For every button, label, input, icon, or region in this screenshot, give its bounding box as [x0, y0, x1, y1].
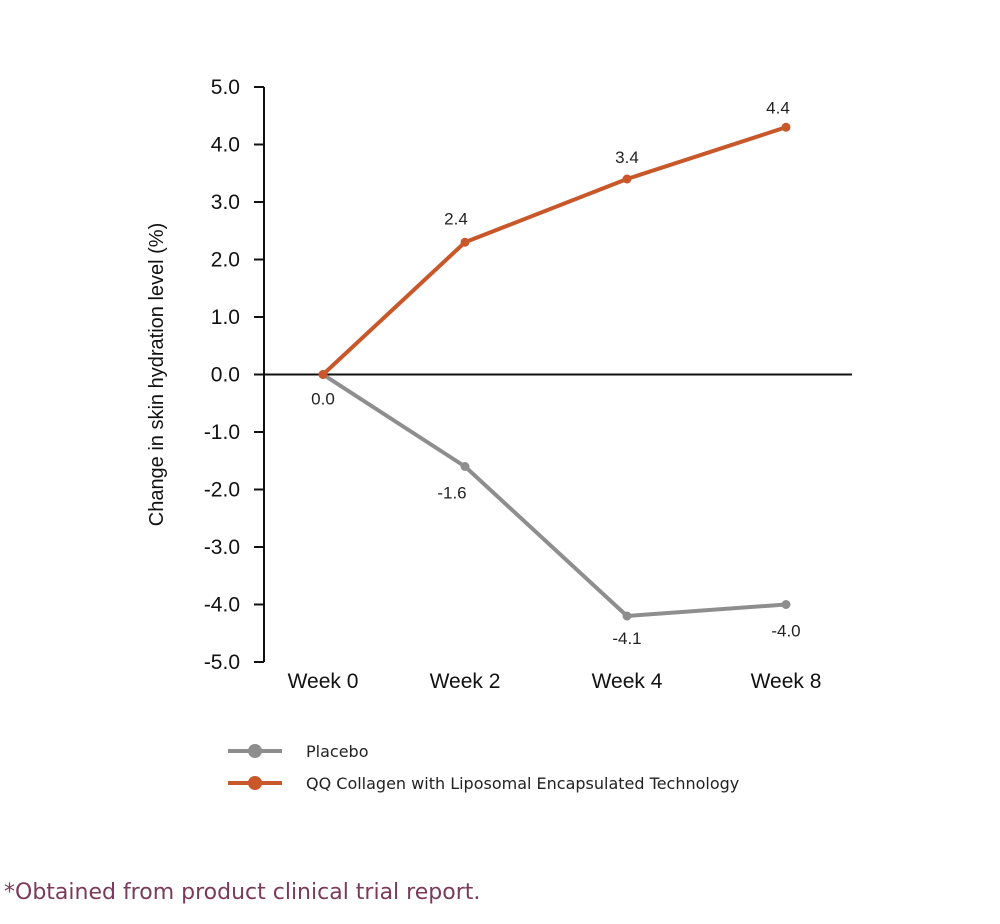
data-label: -4.1 — [612, 629, 641, 648]
data-point — [781, 122, 791, 132]
data-label: 3.4 — [615, 148, 639, 167]
data-label: -4.0 — [771, 622, 800, 641]
data-point — [318, 370, 328, 379]
y-tick-label: 5.0 — [211, 76, 240, 99]
legend-swatch-marker — [248, 744, 262, 758]
data-point — [460, 237, 470, 247]
x-tick-label: Week 0 — [288, 670, 359, 693]
y-tick-label: -2.0 — [204, 479, 240, 502]
data-label: -1.6 — [437, 484, 466, 503]
y-tick-label: -3.0 — [204, 536, 240, 559]
data-point — [460, 462, 470, 471]
series-line-0 — [321, 372, 788, 618]
data-point — [622, 611, 632, 621]
x-tick-label: Week 2 — [430, 670, 501, 693]
y-tick-label: 2.0 — [211, 249, 240, 272]
y-tick-label: 3.0 — [211, 191, 240, 214]
y-tick-label: -1.0 — [204, 421, 240, 444]
x-tick-label: Week 4 — [592, 670, 663, 693]
y-axis-title: Change in skin hydration level (%) — [146, 223, 168, 527]
y-tick-label: 0.0 — [211, 364, 240, 387]
y-tick-label: -4.0 — [204, 594, 240, 617]
x-tick-label: Week 8 — [751, 670, 822, 693]
y-axis-ticks: 5.0 4.0 3.0 2.0 1.0 0.0 -1.0 -2.0 -3.0 -4.0 -5.0 — [204, 76, 264, 674]
data-point — [622, 174, 632, 184]
data-label: 2.4 — [444, 209, 468, 228]
y-tick-label: 4.0 — [211, 134, 240, 157]
legend-label: QQ Collagen with Liposomal Encapsulated … — [306, 774, 739, 793]
x-axis-tick-labels: Week 0 Week 2 Week 4 Week 8 — [288, 670, 822, 693]
legend-label: Placebo — [306, 742, 368, 761]
y-tick-label: 1.0 — [211, 306, 240, 329]
legend: Placebo QQ Collagen with Liposomal Encaps… — [228, 742, 739, 793]
data-label: 4.4 — [766, 98, 790, 117]
footnote: *Obtained from product clinical trial re… — [4, 880, 481, 905]
data-label: 0.0 — [311, 390, 335, 409]
series-line-1 — [321, 125, 788, 377]
series-layer: 0.0 -1.6 -4.1 -4.0 2.4 3.4 4.4 — [311, 98, 800, 648]
legend-swatch-marker — [248, 776, 262, 790]
y-tick-label: -5.0 — [204, 651, 240, 674]
data-point — [781, 600, 791, 609]
